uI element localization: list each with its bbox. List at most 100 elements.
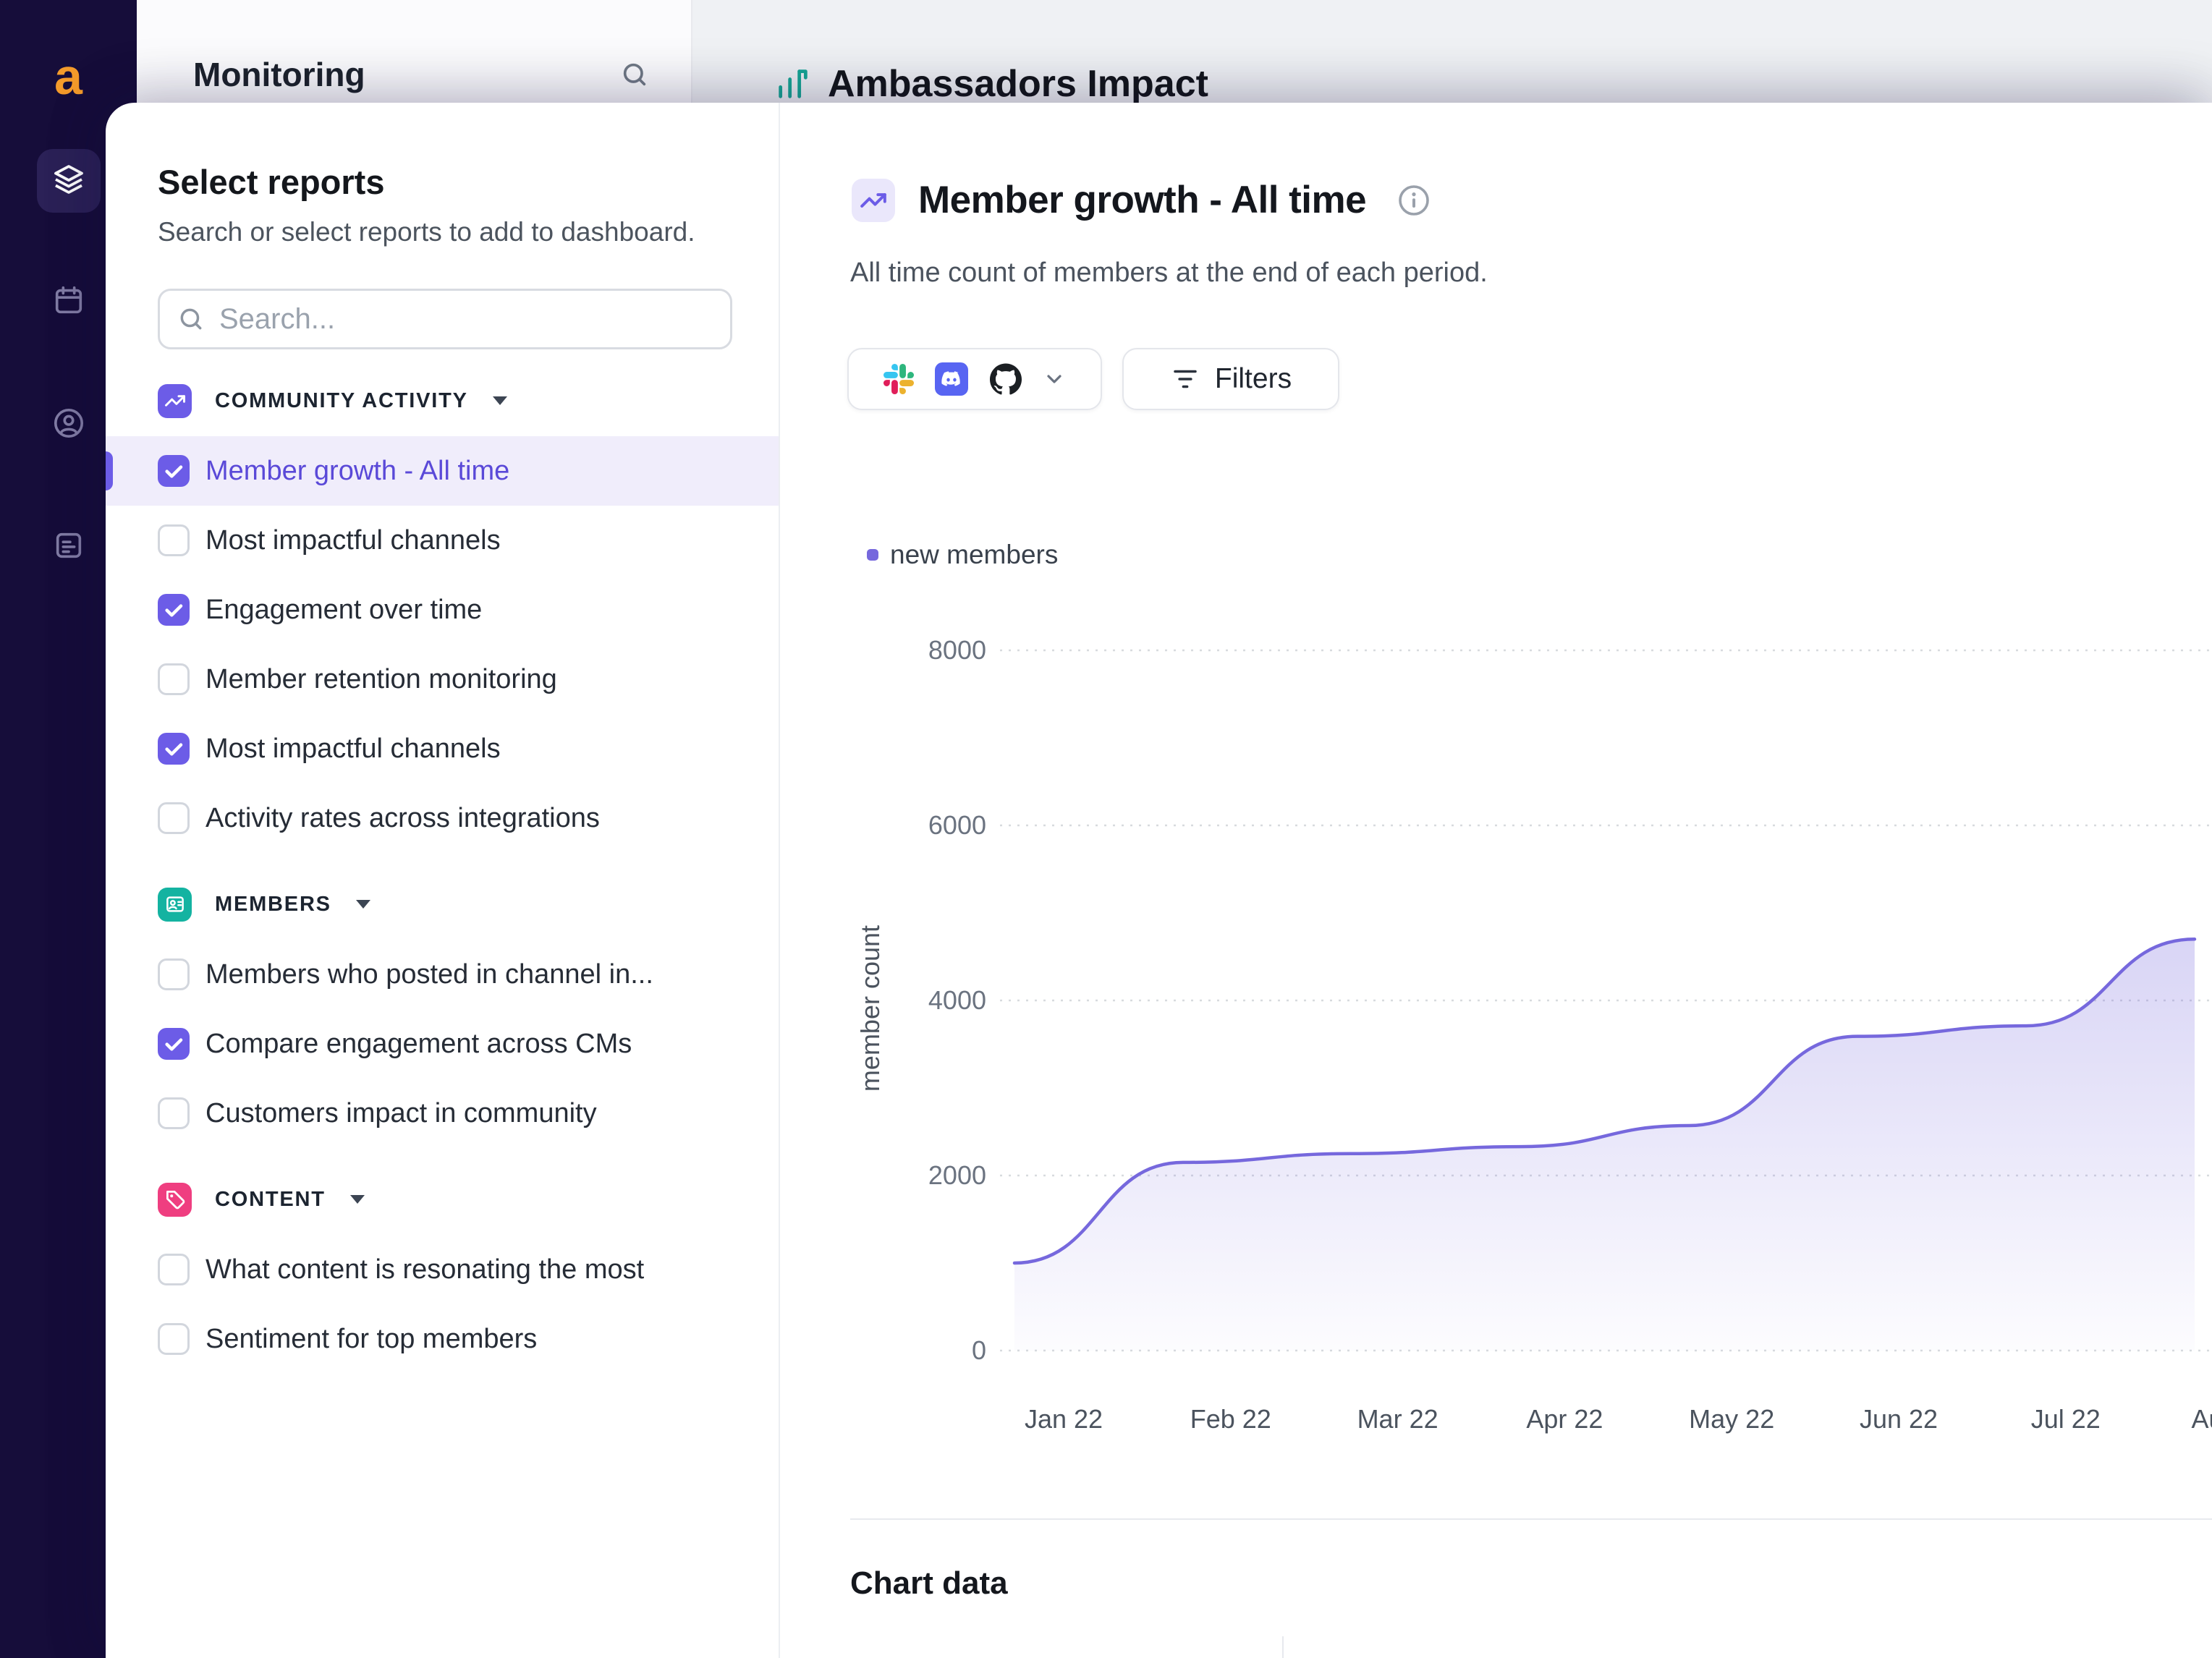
- report-checkbox[interactable]: [158, 802, 190, 834]
- report-subtitle: All time count of members at the end of …: [850, 258, 1488, 289]
- y-tick-label: 6000: [878, 809, 986, 841]
- github-icon: [990, 363, 1022, 395]
- x-tick-label: Jun 22: [1819, 1403, 1978, 1435]
- y-tick-label: 2000: [878, 1160, 986, 1191]
- report-checkbox[interactable]: [158, 1254, 190, 1285]
- member-icon: [52, 407, 85, 443]
- section-divider: [850, 1518, 2212, 1520]
- growth-chart: [1000, 637, 2211, 1367]
- report-checkbox[interactable]: [158, 733, 190, 765]
- report-checkbox[interactable]: [158, 958, 190, 990]
- section-label: CONTENT: [215, 1188, 326, 1212]
- report-row[interactable]: Sentiment for top members: [106, 1304, 779, 1374]
- nav-item-members[interactable]: [37, 393, 101, 456]
- report-row[interactable]: Most impactful channels: [106, 506, 779, 575]
- section-header[interactable]: COMMUNITY ACTIVITY: [106, 381, 779, 421]
- report-row[interactable]: Engagement over time: [106, 575, 779, 645]
- report-row[interactable]: Member growth - All time: [106, 436, 779, 506]
- x-tick-label: Aug 22: [2153, 1403, 2212, 1435]
- panel-subtitle: Search or select reports to add to dashb…: [158, 217, 732, 247]
- select-reports-overlay: Select reports Search or select reports …: [106, 103, 2212, 1658]
- report-section: COMMUNITY ACTIVITY Member growth - All ti…: [106, 381, 779, 853]
- discord-icon: [935, 362, 968, 396]
- ambassadors-impact-icon: [774, 65, 812, 103]
- section-label: COMMUNITY ACTIVITY: [215, 389, 468, 413]
- monitoring-title: Monitoring: [193, 55, 365, 94]
- selected-indicator: [106, 451, 113, 490]
- info-icon[interactable]: [1397, 183, 1431, 218]
- nav-item-reports[interactable]: [37, 149, 101, 213]
- report-row-label: What content is resonating the most: [205, 1254, 644, 1285]
- x-tick-label: Apr 22: [1485, 1403, 1644, 1435]
- calendar-icon: [52, 284, 85, 320]
- x-tick-label: Mar 22: [1318, 1403, 1478, 1435]
- x-tick-label: Jan 22: [984, 1403, 1143, 1435]
- reports-search[interactable]: [158, 289, 732, 349]
- filter-icon: [1170, 364, 1200, 394]
- report-title: Member growth - All time: [918, 178, 1366, 222]
- chart-legend: new members: [867, 540, 1058, 570]
- report-row-label: Most impactful channels: [205, 525, 501, 556]
- app-logo[interactable]: a: [0, 48, 137, 106]
- report-row[interactable]: Member retention monitoring: [106, 645, 779, 714]
- trending-up-icon: [158, 384, 192, 418]
- report-row-label: Member growth - All time: [205, 456, 509, 487]
- chevron-down-icon: [1043, 367, 1066, 391]
- slack-icon: [883, 364, 914, 394]
- search-icon[interactable]: [620, 60, 649, 89]
- x-tick-label: Jul 22: [1986, 1403, 2145, 1435]
- report-checkbox[interactable]: [158, 1097, 190, 1129]
- report-checkbox[interactable]: [158, 1028, 190, 1060]
- section-label: MEMBERS: [215, 893, 331, 917]
- report-row-label: Member retention monitoring: [205, 664, 557, 695]
- report-row[interactable]: Compare engagement across CMs: [106, 1009, 779, 1079]
- reports-list: COMMUNITY ACTIVITY Member growth - All ti…: [106, 381, 779, 1374]
- page-title: Ambassadors Impact: [828, 62, 1208, 106]
- report-row-label: Sentiment for top members: [205, 1324, 537, 1355]
- layers-icon: [51, 162, 86, 200]
- report-row-label: Compare engagement across CMs: [205, 1029, 632, 1060]
- report-checkbox[interactable]: [158, 455, 190, 487]
- legend-label: new members: [890, 540, 1058, 570]
- filters-label: Filters: [1215, 363, 1292, 395]
- members-icon: [158, 888, 192, 922]
- report-checkbox[interactable]: [158, 594, 190, 626]
- y-tick-label: 4000: [878, 985, 986, 1016]
- report-checkbox[interactable]: [158, 663, 190, 695]
- search-icon: [177, 305, 205, 333]
- report-section: CONTENT What content is resonating the mo…: [106, 1179, 779, 1374]
- integrations-button[interactable]: [847, 348, 1102, 410]
- report-row[interactable]: What content is resonating the most: [106, 1235, 779, 1304]
- report-checkbox[interactable]: [158, 1323, 190, 1355]
- section-header[interactable]: CONTENT: [106, 1179, 779, 1220]
- cards-icon: [52, 529, 85, 566]
- panel-title: Select reports: [158, 162, 732, 202]
- tag-icon: [158, 1183, 192, 1217]
- report-row[interactable]: Members who posted in channel in...: [106, 940, 779, 1009]
- filters-button[interactable]: Filters: [1122, 348, 1339, 410]
- nav-item-calendar[interactable]: [37, 270, 101, 333]
- report-row[interactable]: Most impactful channels: [106, 714, 779, 783]
- chart-data-heading: Chart data: [850, 1565, 1008, 1602]
- report-main: Member growth - All time All time count …: [780, 103, 2212, 1658]
- chevron-down-icon[interactable]: [493, 396, 507, 405]
- chevron-down-icon[interactable]: [356, 900, 370, 909]
- report-row[interactable]: Activity rates across integrations: [106, 783, 779, 853]
- report-title-icon: [852, 179, 895, 222]
- y-tick-label: 0: [878, 1335, 986, 1366]
- x-tick-label: May 22: [1652, 1403, 1811, 1435]
- y-tick-label: 8000: [878, 634, 986, 666]
- report-row-label: Most impactful channels: [205, 734, 501, 765]
- section-header[interactable]: MEMBERS: [106, 884, 779, 924]
- report-row-label: Activity rates across integrations: [205, 803, 600, 834]
- chart-data-table-divider: [1282, 1636, 1284, 1658]
- report-row[interactable]: Customers impact in community: [106, 1079, 779, 1148]
- search-input[interactable]: [218, 302, 713, 336]
- chevron-down-icon[interactable]: [350, 1195, 365, 1204]
- report-checkbox[interactable]: [158, 524, 190, 556]
- x-tick-label: Feb 22: [1151, 1403, 1310, 1435]
- screen: a Monitoring: [0, 0, 2212, 1658]
- nav-item-reports-library[interactable]: [37, 515, 101, 579]
- report-row-label: Engagement over time: [205, 595, 482, 626]
- report-row-label: Customers impact in community: [205, 1098, 597, 1129]
